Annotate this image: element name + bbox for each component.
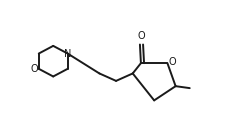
Text: O: O [31, 64, 38, 74]
Text: O: O [137, 31, 145, 41]
Text: O: O [168, 57, 175, 67]
Text: N: N [64, 49, 71, 59]
